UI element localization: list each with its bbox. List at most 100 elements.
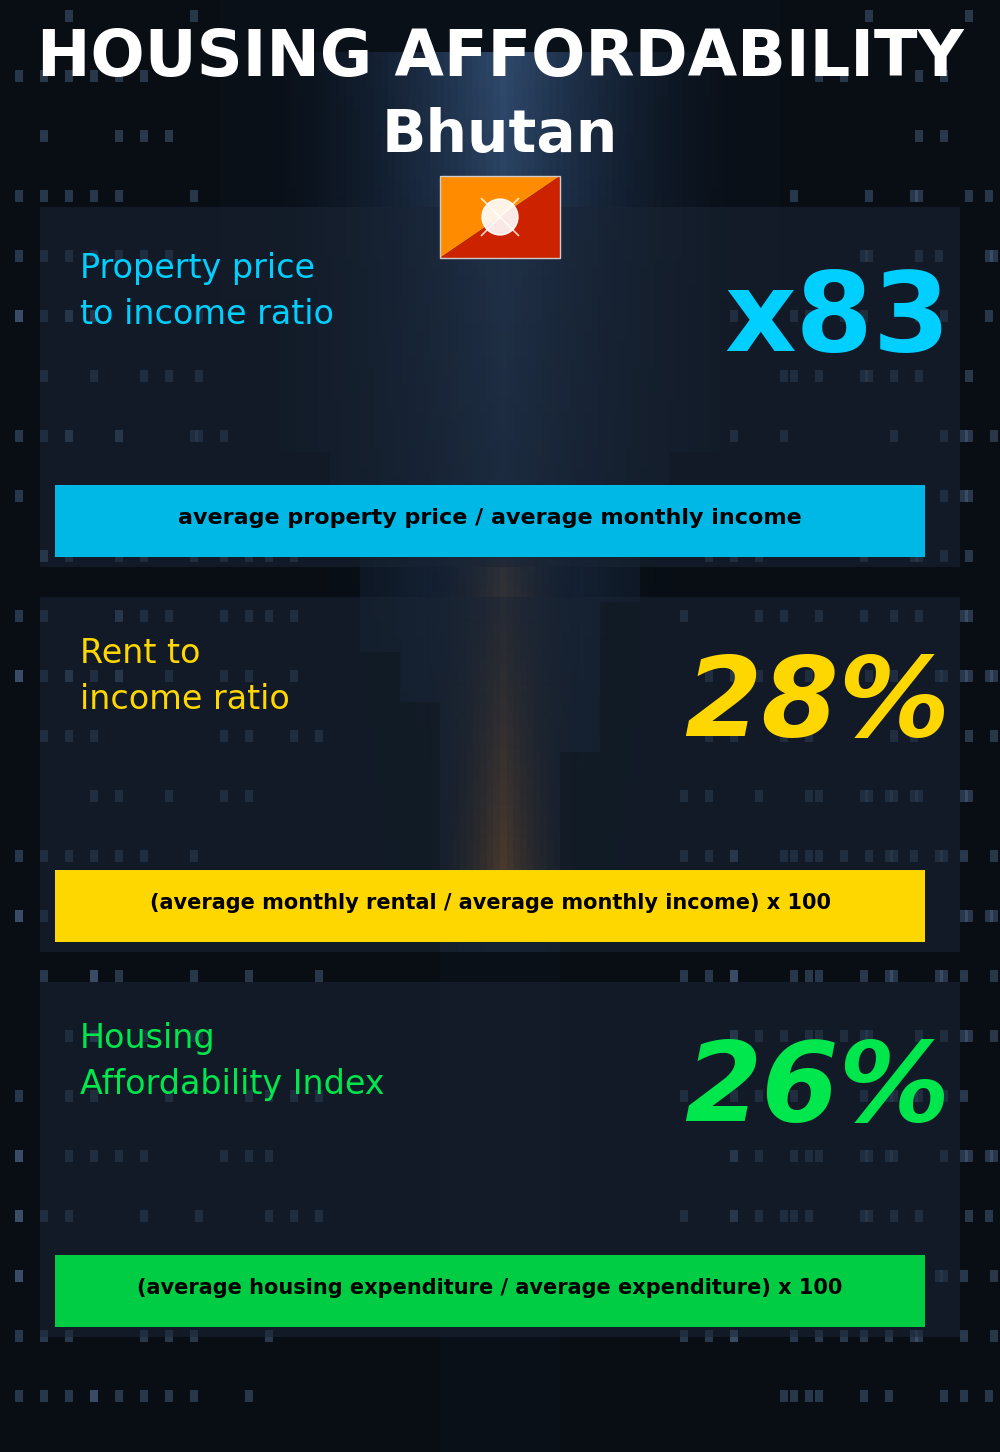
- Bar: [860, 430, 868, 441]
- Bar: [730, 849, 738, 862]
- Bar: [705, 1330, 713, 1342]
- Bar: [40, 1270, 48, 1282]
- Bar: [15, 1390, 23, 1403]
- Bar: [165, 1210, 173, 1223]
- Bar: [960, 610, 968, 621]
- Bar: [15, 790, 23, 802]
- Bar: [885, 489, 893, 502]
- Bar: [115, 669, 123, 682]
- Bar: [115, 1330, 123, 1342]
- Bar: [40, 190, 48, 202]
- Bar: [165, 190, 173, 202]
- Bar: [790, 849, 798, 862]
- Bar: [140, 489, 148, 502]
- Bar: [985, 610, 993, 621]
- Bar: [890, 1390, 898, 1403]
- Bar: [115, 1090, 123, 1102]
- Circle shape: [482, 199, 518, 235]
- Bar: [985, 1270, 993, 1282]
- Bar: [220, 610, 228, 621]
- Bar: [990, 1090, 998, 1102]
- Bar: [115, 730, 123, 742]
- Bar: [115, 910, 123, 922]
- Bar: [730, 550, 738, 562]
- Bar: [115, 970, 123, 982]
- Bar: [780, 1330, 788, 1342]
- Bar: [90, 550, 98, 562]
- Bar: [730, 489, 738, 502]
- Bar: [915, 1390, 923, 1403]
- Bar: [40, 669, 48, 682]
- Bar: [65, 1090, 73, 1102]
- Bar: [40, 790, 48, 802]
- Bar: [90, 910, 98, 922]
- Bar: [140, 1150, 148, 1162]
- Bar: [915, 250, 923, 261]
- Bar: [790, 190, 798, 202]
- Bar: [245, 1330, 253, 1342]
- Bar: [65, 730, 73, 742]
- Bar: [290, 1090, 298, 1102]
- Text: Housing
Affordability Index: Housing Affordability Index: [80, 1022, 384, 1101]
- Bar: [780, 550, 788, 562]
- Bar: [885, 550, 893, 562]
- Bar: [705, 790, 713, 802]
- Bar: [960, 550, 968, 562]
- Bar: [865, 1210, 873, 1223]
- Bar: [780, 669, 788, 682]
- Bar: [730, 669, 738, 682]
- Bar: [940, 910, 948, 922]
- Bar: [15, 430, 23, 441]
- Bar: [40, 1390, 48, 1403]
- Bar: [315, 1270, 323, 1282]
- Bar: [935, 489, 943, 502]
- Bar: [860, 1210, 868, 1223]
- Bar: [220, 1330, 228, 1342]
- Bar: [40, 1090, 48, 1102]
- Bar: [965, 370, 973, 382]
- Bar: [65, 489, 73, 502]
- Bar: [165, 131, 173, 142]
- Bar: [885, 309, 893, 322]
- Bar: [865, 70, 873, 81]
- Bar: [915, 730, 923, 742]
- Bar: [315, 1029, 323, 1043]
- Bar: [115, 1029, 123, 1043]
- Bar: [965, 790, 973, 802]
- Bar: [115, 131, 123, 142]
- Bar: [40, 970, 48, 982]
- Bar: [990, 131, 998, 142]
- Bar: [140, 131, 148, 142]
- Bar: [195, 550, 203, 562]
- Bar: [245, 970, 253, 982]
- Bar: [55, 485, 925, 558]
- Bar: [680, 610, 688, 621]
- Bar: [910, 550, 918, 562]
- Bar: [805, 309, 813, 322]
- Bar: [140, 1390, 148, 1403]
- Bar: [860, 610, 868, 621]
- Bar: [115, 1270, 123, 1282]
- Bar: [910, 730, 918, 742]
- Bar: [985, 370, 993, 382]
- Bar: [940, 1029, 948, 1043]
- Bar: [915, 970, 923, 982]
- Bar: [935, 1210, 943, 1223]
- Bar: [140, 430, 148, 441]
- Bar: [65, 131, 73, 142]
- Bar: [245, 1090, 253, 1102]
- Bar: [165, 1029, 173, 1043]
- Bar: [790, 1270, 798, 1282]
- Bar: [115, 489, 123, 502]
- Bar: [985, 190, 993, 202]
- Bar: [90, 610, 98, 621]
- Bar: [15, 190, 23, 202]
- Bar: [65, 1150, 73, 1162]
- Bar: [140, 910, 148, 922]
- Bar: [40, 208, 960, 566]
- Bar: [730, 790, 738, 802]
- Bar: [670, 452, 750, 1452]
- Bar: [140, 849, 148, 862]
- Bar: [65, 70, 73, 81]
- Bar: [265, 1270, 273, 1282]
